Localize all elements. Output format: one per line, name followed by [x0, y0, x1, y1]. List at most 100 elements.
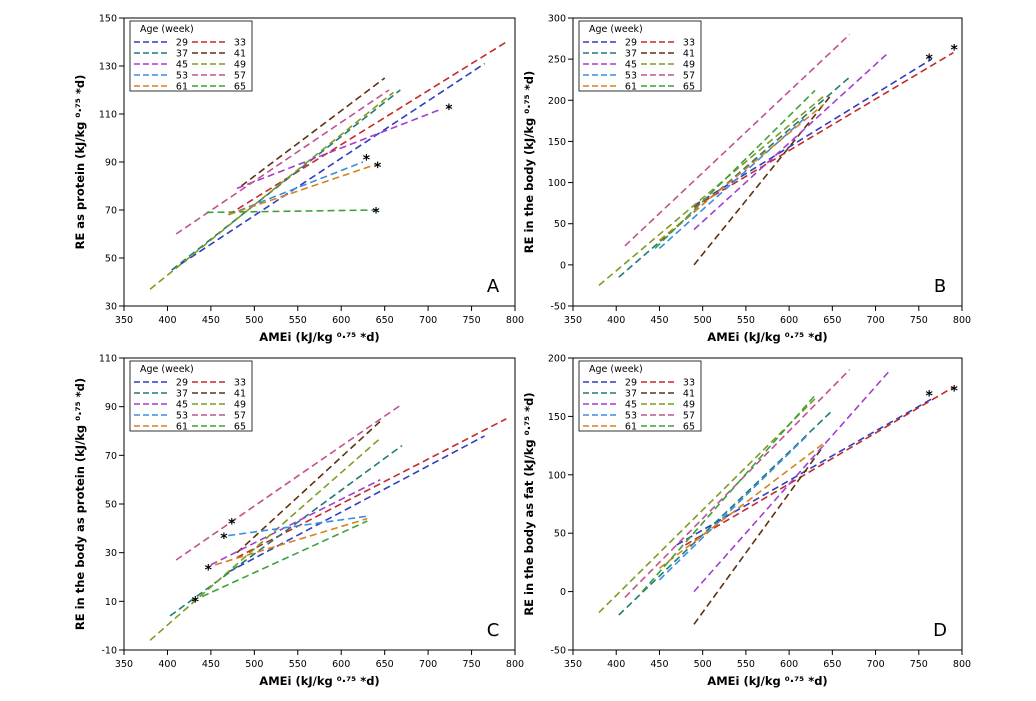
y-tick-label: 70: [105, 451, 117, 462]
series-line-61: [658, 103, 825, 241]
panel-C: 350 400 450 500 550 600 650 700 750 800 -10 10 30 50 7…: [73, 354, 524, 689]
x-tick-label: 400: [158, 315, 176, 326]
plot-frame: [572, 357, 963, 651]
y-tick-label: 200: [548, 96, 566, 107]
x-tick-label: 600: [780, 315, 798, 326]
legend-entry-label: 57: [683, 411, 695, 422]
series-line-53: [228, 515, 368, 537]
x-tick-label: 350: [564, 315, 582, 326]
y-tick-label: 90: [105, 402, 117, 413]
legend-entry-label: 57: [234, 411, 246, 422]
series-line-57: [175, 403, 403, 561]
legend-entry-label: 33: [683, 38, 695, 49]
legend-entry-label: 37: [176, 389, 188, 400]
series-line-57: [624, 33, 851, 247]
series-line-53: [658, 435, 807, 581]
x-tick-label: 700: [866, 659, 884, 670]
y-tick-label: 50: [105, 500, 117, 511]
legend-entry-label: 53: [625, 411, 637, 422]
panel-label: A: [487, 276, 500, 297]
x-tick-label: 350: [115, 315, 133, 326]
y-tick-label: 50: [105, 254, 117, 265]
significance-marker: *: [205, 563, 213, 579]
x-tick-label: 450: [202, 659, 220, 670]
legend-entry-label: 57: [683, 71, 695, 82]
x-axis-label: AMEi (kJ/kg ⁰·⁷⁵ *d): [707, 330, 827, 344]
legend-entry-label: 53: [176, 411, 188, 422]
y-tick-label: 100: [548, 470, 566, 481]
series-line-61: [658, 442, 825, 569]
legend-title: Age (week): [589, 364, 643, 375]
x-tick-label: 450: [650, 315, 668, 326]
x-tick-label: 800: [506, 315, 524, 326]
series-line-37: [618, 76, 851, 278]
x-tick-label: 550: [289, 659, 307, 670]
legend-title: Age (week): [140, 364, 194, 375]
significance-marker: *: [445, 102, 453, 118]
legend-entry-label: 65: [234, 422, 246, 433]
legend-entry-label: 29: [625, 38, 637, 49]
legend-entry-label: 29: [176, 378, 188, 389]
y-tick-label: 150: [548, 137, 566, 148]
series-line-57: [175, 89, 390, 235]
y-axis-label: RE in the body as protein (kJ/kg ⁰·⁷⁵ *d…: [73, 378, 87, 630]
y-tick-label: 110: [99, 110, 117, 121]
legend-entry-label: 53: [625, 71, 637, 82]
series-line-61: [228, 163, 377, 216]
y-tick-label: 10: [105, 597, 117, 608]
y-tick-label: 100: [548, 178, 566, 189]
legend-entry-label: 37: [625, 389, 637, 400]
y-tick-label: 50: [554, 219, 566, 230]
y-tick-label: 150: [548, 412, 566, 423]
x-axis-label: AMEi (kJ/kg ⁰·⁷⁵ *d): [259, 330, 379, 344]
y-tick-label: -50: [550, 302, 566, 313]
legend-entry-label: 41: [234, 389, 246, 400]
series-line-45: [693, 371, 890, 593]
series-line-65: [654, 89, 816, 249]
x-tick-label: 700: [866, 315, 884, 326]
legend-entry-label: 65: [683, 422, 695, 433]
x-tick-label: 650: [823, 659, 841, 670]
series-line-49: [149, 91, 394, 290]
y-tick-label: 250: [548, 55, 566, 66]
significance-marker: *: [925, 388, 933, 404]
series-line-45: [693, 52, 890, 231]
legend-entry-label: 61: [176, 82, 188, 93]
y-tick-label: 0: [560, 587, 566, 598]
y-tick-label: 50: [554, 529, 566, 540]
x-tick-label: 400: [158, 659, 176, 670]
x-tick-label: 750: [462, 659, 480, 670]
x-tick-label: 600: [780, 659, 798, 670]
plot-frame: [572, 17, 963, 307]
x-tick-label: 400: [607, 659, 625, 670]
x-tick-label: 600: [332, 315, 350, 326]
series-line-45: [236, 108, 442, 190]
x-tick-label: 500: [245, 315, 263, 326]
x-tick-label: 750: [462, 315, 480, 326]
legend-entry-label: 61: [176, 422, 188, 433]
legend-box: [578, 20, 702, 92]
panel-label: B: [934, 276, 946, 297]
x-tick-label: 400: [607, 315, 625, 326]
series-line-41: [693, 445, 825, 625]
x-tick-label: 650: [376, 659, 394, 670]
panel-label: C: [487, 620, 500, 641]
significance-marker: *: [925, 52, 933, 68]
panel-D: 350 400 450 500 550 600 650 700 750 800 -50 0 50 100 1…: [522, 354, 971, 689]
legend-title: Age (week): [140, 24, 194, 35]
significance-marker: *: [192, 594, 200, 610]
y-tick-label: -10: [101, 646, 117, 657]
legend-entry-label: 61: [625, 422, 637, 433]
legend-entry-label: 33: [683, 378, 695, 389]
legend-entry-label: 53: [176, 71, 188, 82]
legend-entry-label: 61: [625, 82, 637, 93]
series-line-49: [598, 95, 825, 287]
x-tick-label: 700: [419, 315, 437, 326]
legend-entry-label: 49: [683, 400, 695, 411]
x-tick-label: 550: [289, 315, 307, 326]
series-line-33: [684, 386, 954, 546]
series-line-45: [210, 478, 381, 566]
series-line-61: [214, 517, 368, 566]
y-tick-label: 90: [105, 158, 117, 169]
